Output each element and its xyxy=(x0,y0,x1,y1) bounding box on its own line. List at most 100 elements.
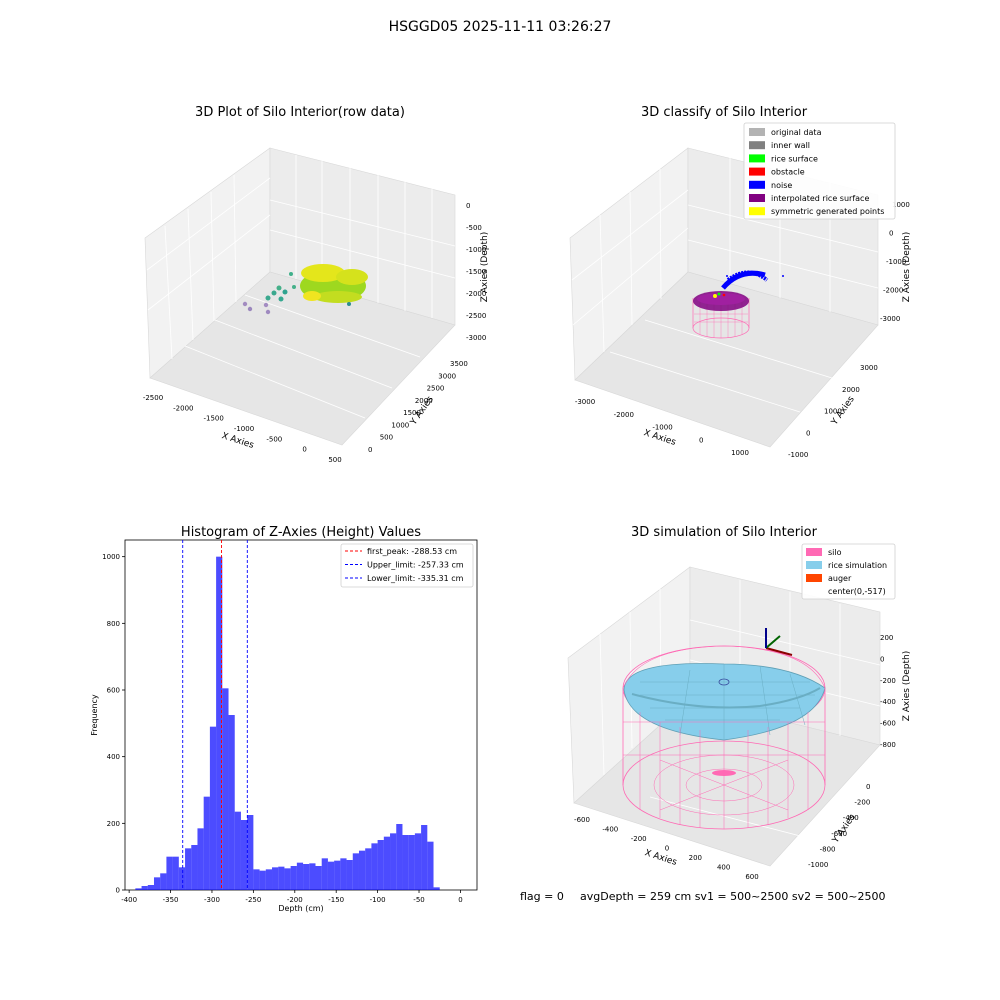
simulation-x-tick-label: -200 xyxy=(631,835,647,843)
hist-xtick-label: -400 xyxy=(121,896,137,904)
simulation-legend-label: rice simulation xyxy=(828,561,887,570)
hist-bar xyxy=(352,853,359,890)
hist-legend-label: Lower_limit: -335.31 cm xyxy=(367,574,464,583)
simulation-x-tick-label: 200 xyxy=(689,854,702,862)
hist-bar xyxy=(396,824,403,890)
hist-xtick-label: -250 xyxy=(245,896,261,904)
classify-y-tick-label: 1000 xyxy=(824,408,842,416)
raw-z-tick-label: -3000 xyxy=(466,334,486,342)
simulation-zlabel: Z Axies (Depth) xyxy=(902,651,912,722)
raw-xlabel: X Axies xyxy=(220,431,255,451)
hist-ytick-label: 200 xyxy=(107,820,120,828)
hist-bar xyxy=(334,860,341,890)
classify-legend-swatch xyxy=(749,180,765,189)
raw-y-tick-label: 2500 xyxy=(427,385,445,393)
hist-bar xyxy=(197,828,204,890)
simulation-legend-label: center(0,-517) xyxy=(828,587,886,596)
panel-simulation-3d: 3D simulation of Silo Interior xyxy=(567,525,912,881)
hist-legend-label: Upper_limit: -257.33 cm xyxy=(367,561,464,570)
classify-title: 3D classify of Silo Interior xyxy=(641,105,808,120)
hist-xlabel: Depth (cm) xyxy=(278,904,323,913)
hist-bar xyxy=(408,835,415,890)
simulation-z-tick-label: -800 xyxy=(880,741,896,749)
simulation-ticks: -600 -400 -200 0 200 400 600 -1000 -800 -600 -400 -… xyxy=(574,634,896,881)
hist-bar xyxy=(371,843,378,890)
hist-bar xyxy=(290,866,297,890)
hist-bar xyxy=(340,858,347,890)
hist-bar xyxy=(390,833,397,890)
hist-bar xyxy=(315,866,322,890)
classify-legend: original data inner wall rice surface obsta… xyxy=(743,122,896,220)
classify-x-tick-label: 0 xyxy=(699,436,703,444)
hist-bar xyxy=(185,848,192,890)
raw-x-tick-label: 0 xyxy=(302,446,306,454)
raw-x-tick-label: -2500 xyxy=(143,394,163,402)
raw-x-tick-label: -500 xyxy=(266,435,282,443)
figure-suptitle: HSGGD05 2025-11-11 03:26:27 xyxy=(389,19,612,35)
raw-z-tick-label: -2000 xyxy=(466,290,486,298)
hist-ytick-label: 0 xyxy=(116,887,120,895)
simulation-xlabel: X Axies xyxy=(643,848,678,868)
simulation-legend-label: silo xyxy=(828,548,842,557)
simulation-legend: silo rice simulation auger center(0,-517) xyxy=(801,543,896,600)
raw-z-tick-label: -1500 xyxy=(466,268,486,276)
raw-z-tick-label: -500 xyxy=(466,224,482,232)
raw-y-tick-label: 500 xyxy=(380,434,393,442)
classify-legend-swatch xyxy=(749,128,765,136)
footer-stats: avgDepth = 259 cm sv1 = 500~2500 sv2 = 5… xyxy=(580,890,886,903)
footer-flag: flag = 0 xyxy=(520,890,564,903)
raw-floor-pane xyxy=(149,271,456,446)
raw-grid xyxy=(146,155,456,419)
classify-z-tick-label: -1000 xyxy=(886,258,906,266)
hist-bar xyxy=(216,556,223,890)
hist-bar xyxy=(433,887,440,890)
classify-legend-label: symmetric generated points xyxy=(771,207,884,216)
raw-y-tick-label: 3500 xyxy=(450,360,468,368)
hist-bar xyxy=(191,845,198,890)
simulation-legend-swatch xyxy=(806,548,822,556)
raw-y-tick-label: 1500 xyxy=(403,409,421,417)
simulation-z-tick-label: -200 xyxy=(880,677,896,685)
simulation-title: 3D simulation of Silo Interior xyxy=(631,525,818,540)
classify-legend-label: interpolated rice surface xyxy=(771,194,869,203)
hist-bar xyxy=(358,850,366,890)
hist-bar xyxy=(327,861,335,890)
hist-bar xyxy=(203,796,210,890)
simulation-x-tick-label: 600 xyxy=(745,873,758,881)
classify-legend-label: noise xyxy=(771,181,792,190)
simulation-x-tick-label: 400 xyxy=(717,864,730,872)
sim-floor-pane xyxy=(573,697,881,867)
hist-bar xyxy=(135,888,142,890)
simulation-y-tick-label: -200 xyxy=(854,799,870,807)
simulation-z-tick-label: -600 xyxy=(880,720,896,728)
hist-xtick-label: -350 xyxy=(163,896,179,904)
hist-vlines xyxy=(182,540,248,890)
hist-bar xyxy=(265,869,273,890)
hist-bar xyxy=(228,715,235,890)
classify-zlabel: Z Axies (Depth) xyxy=(902,232,912,303)
raw-x-tick-label: -2000 xyxy=(173,404,193,412)
classify-z-tick-label: 1000 xyxy=(892,201,910,209)
hist-bar xyxy=(296,862,304,890)
classify-x-tick-label: -1000 xyxy=(652,424,672,432)
classify-legend-swatch xyxy=(749,207,765,216)
hist-bar xyxy=(247,815,254,890)
classify-floor-pane xyxy=(574,271,879,448)
raw-z-tick-label: -1000 xyxy=(466,246,486,254)
simulation-x-tick-label: 0 xyxy=(665,845,669,853)
raw-z-tick-label: 0 xyxy=(466,202,470,210)
hist-bar xyxy=(365,848,372,890)
hist-xtick-label: -150 xyxy=(328,896,344,904)
classify-z-tick-label: -2000 xyxy=(883,287,903,295)
raw-y-tick-label: 3000 xyxy=(438,372,456,380)
hist-title: Histogram of Z-Axies (Height) Values xyxy=(181,525,421,540)
hist-plot-area xyxy=(124,539,478,891)
panel-raw-3d: 3D Plot of Silo Interior(row data) xyxy=(143,105,490,464)
classify-x-tick-label: -3000 xyxy=(575,398,595,406)
simulation-legend-label: auger xyxy=(828,574,852,583)
hist-ylabel: Frequency xyxy=(90,694,99,736)
hist-bar xyxy=(178,867,186,890)
hist-bar xyxy=(222,688,229,890)
classify-legend-label: rice surface xyxy=(771,154,818,163)
hist-bar xyxy=(402,835,409,890)
